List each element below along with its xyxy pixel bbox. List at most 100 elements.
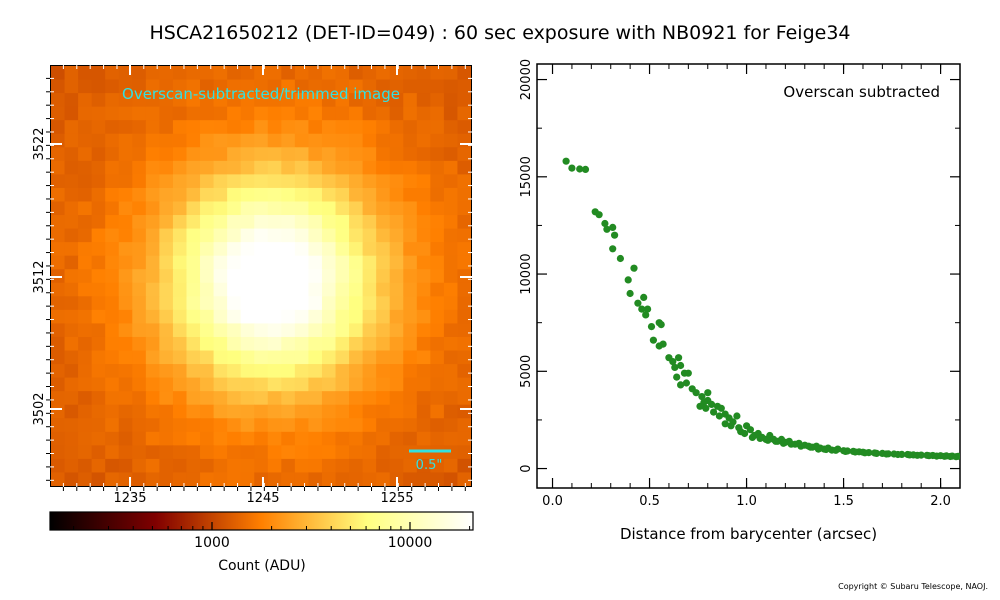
- image-pixel: [389, 336, 404, 352]
- image-pixel: [294, 350, 310, 365]
- image-pixel: [186, 93, 201, 108]
- image-pixel: [172, 350, 188, 365]
- colorbar-bar: [49, 511, 474, 531]
- image-pixel: [321, 472, 337, 486]
- data-point: [756, 434, 764, 442]
- image-pixel: [51, 160, 66, 175]
- image-pixel: [389, 445, 404, 460]
- image-pixel: [376, 391, 391, 406]
- image-pixel: [376, 174, 391, 189]
- image-pixel: [64, 147, 79, 162]
- chart-points: [562, 157, 960, 461]
- image-pixel: [430, 79, 445, 94]
- image-pixel: [172, 106, 188, 121]
- image-pixel: [335, 215, 350, 230]
- image-pixel: [240, 282, 255, 297]
- image-pixel: [254, 296, 269, 311]
- image-pixel: [200, 296, 215, 311]
- image-pixel: [213, 106, 228, 121]
- image-pixel: [362, 472, 377, 486]
- image-pixel: [200, 160, 215, 175]
- image-pixel: [105, 79, 120, 94]
- image-pixel: [51, 66, 66, 81]
- image-pixel: [457, 364, 471, 379]
- image-pixel: [91, 187, 106, 203]
- image-pixel: [281, 309, 296, 325]
- image-pixel: [186, 282, 201, 297]
- image-pixel: [51, 93, 66, 108]
- image-pixel: [200, 133, 215, 148]
- image-pixel: [349, 228, 364, 243]
- image-pixel: [362, 269, 377, 284]
- image-pixel: [240, 106, 255, 121]
- image-pixel: [213, 282, 228, 297]
- image-pixel: [416, 160, 431, 175]
- image-pixel: [416, 309, 431, 325]
- data-point: [677, 381, 685, 389]
- image-pixel: [172, 255, 188, 270]
- image-pixel: [443, 174, 459, 189]
- chart-y-tick-label: 5000: [519, 355, 534, 388]
- image-pixel: [213, 66, 228, 81]
- image-pixel: [78, 255, 93, 270]
- image-pixel: [416, 431, 431, 446]
- image-pixel: [349, 296, 364, 311]
- chart-x-tick-label: 1.0: [736, 494, 757, 509]
- image-pixel: [335, 242, 350, 257]
- image-pixel: [64, 309, 79, 325]
- image-pixel: [349, 269, 364, 284]
- colorbar-label: Count (ADU): [218, 558, 306, 574]
- image-pixel: [78, 404, 93, 419]
- image-pixel: [430, 269, 445, 284]
- image-pixel: [416, 187, 431, 203]
- image-pixel: [227, 364, 242, 379]
- image-pixel: [172, 66, 188, 81]
- image-pixel: [91, 309, 106, 325]
- image-pixel: [281, 174, 296, 189]
- image-pixel: [51, 147, 66, 162]
- image-pixel: [308, 120, 323, 135]
- image-pixel: [457, 296, 471, 311]
- image-pixel: [457, 377, 471, 392]
- image-pixel: [213, 377, 228, 392]
- image-pixel: [64, 201, 79, 216]
- image-pixel: [172, 309, 188, 325]
- image-pixel: [200, 255, 215, 270]
- image-pixel: [159, 472, 174, 486]
- image-pixel: [200, 187, 215, 203]
- image-pixel: [335, 418, 350, 433]
- data-point: [657, 321, 665, 329]
- image-pixel: [281, 133, 296, 148]
- image-pixel: [362, 336, 377, 352]
- image-pixel: [240, 79, 255, 94]
- image-pixel: [91, 336, 106, 352]
- data-point: [611, 231, 619, 239]
- image-pixel: [159, 201, 174, 216]
- image-pixel: [294, 472, 310, 486]
- image-pixel: [416, 336, 431, 352]
- image-pixel: [254, 120, 269, 135]
- image-pixel: [145, 404, 160, 419]
- image-pixel: [267, 336, 282, 352]
- image-pixel: [308, 93, 323, 108]
- image-pixel: [376, 215, 391, 230]
- image-pixel: [132, 79, 147, 94]
- image-pixel: [200, 174, 215, 189]
- image-pixel: [376, 296, 391, 311]
- image-pixel: [389, 431, 404, 446]
- image-pixel: [78, 350, 93, 365]
- image-pixel: [78, 458, 93, 474]
- image-pixel: [430, 120, 445, 135]
- image-pixel: [186, 296, 201, 311]
- image-pixel: [64, 160, 79, 175]
- image-pixel: [335, 309, 350, 325]
- image-pixel: [267, 187, 282, 203]
- data-point: [675, 354, 683, 362]
- image-pixel: [118, 228, 133, 243]
- image-pixel: [443, 404, 459, 419]
- image-pixel: [159, 215, 174, 230]
- image-pixel: [132, 431, 147, 446]
- image-pixel: [321, 201, 337, 216]
- image-pixel: [362, 106, 377, 121]
- image-pixel: [376, 404, 391, 419]
